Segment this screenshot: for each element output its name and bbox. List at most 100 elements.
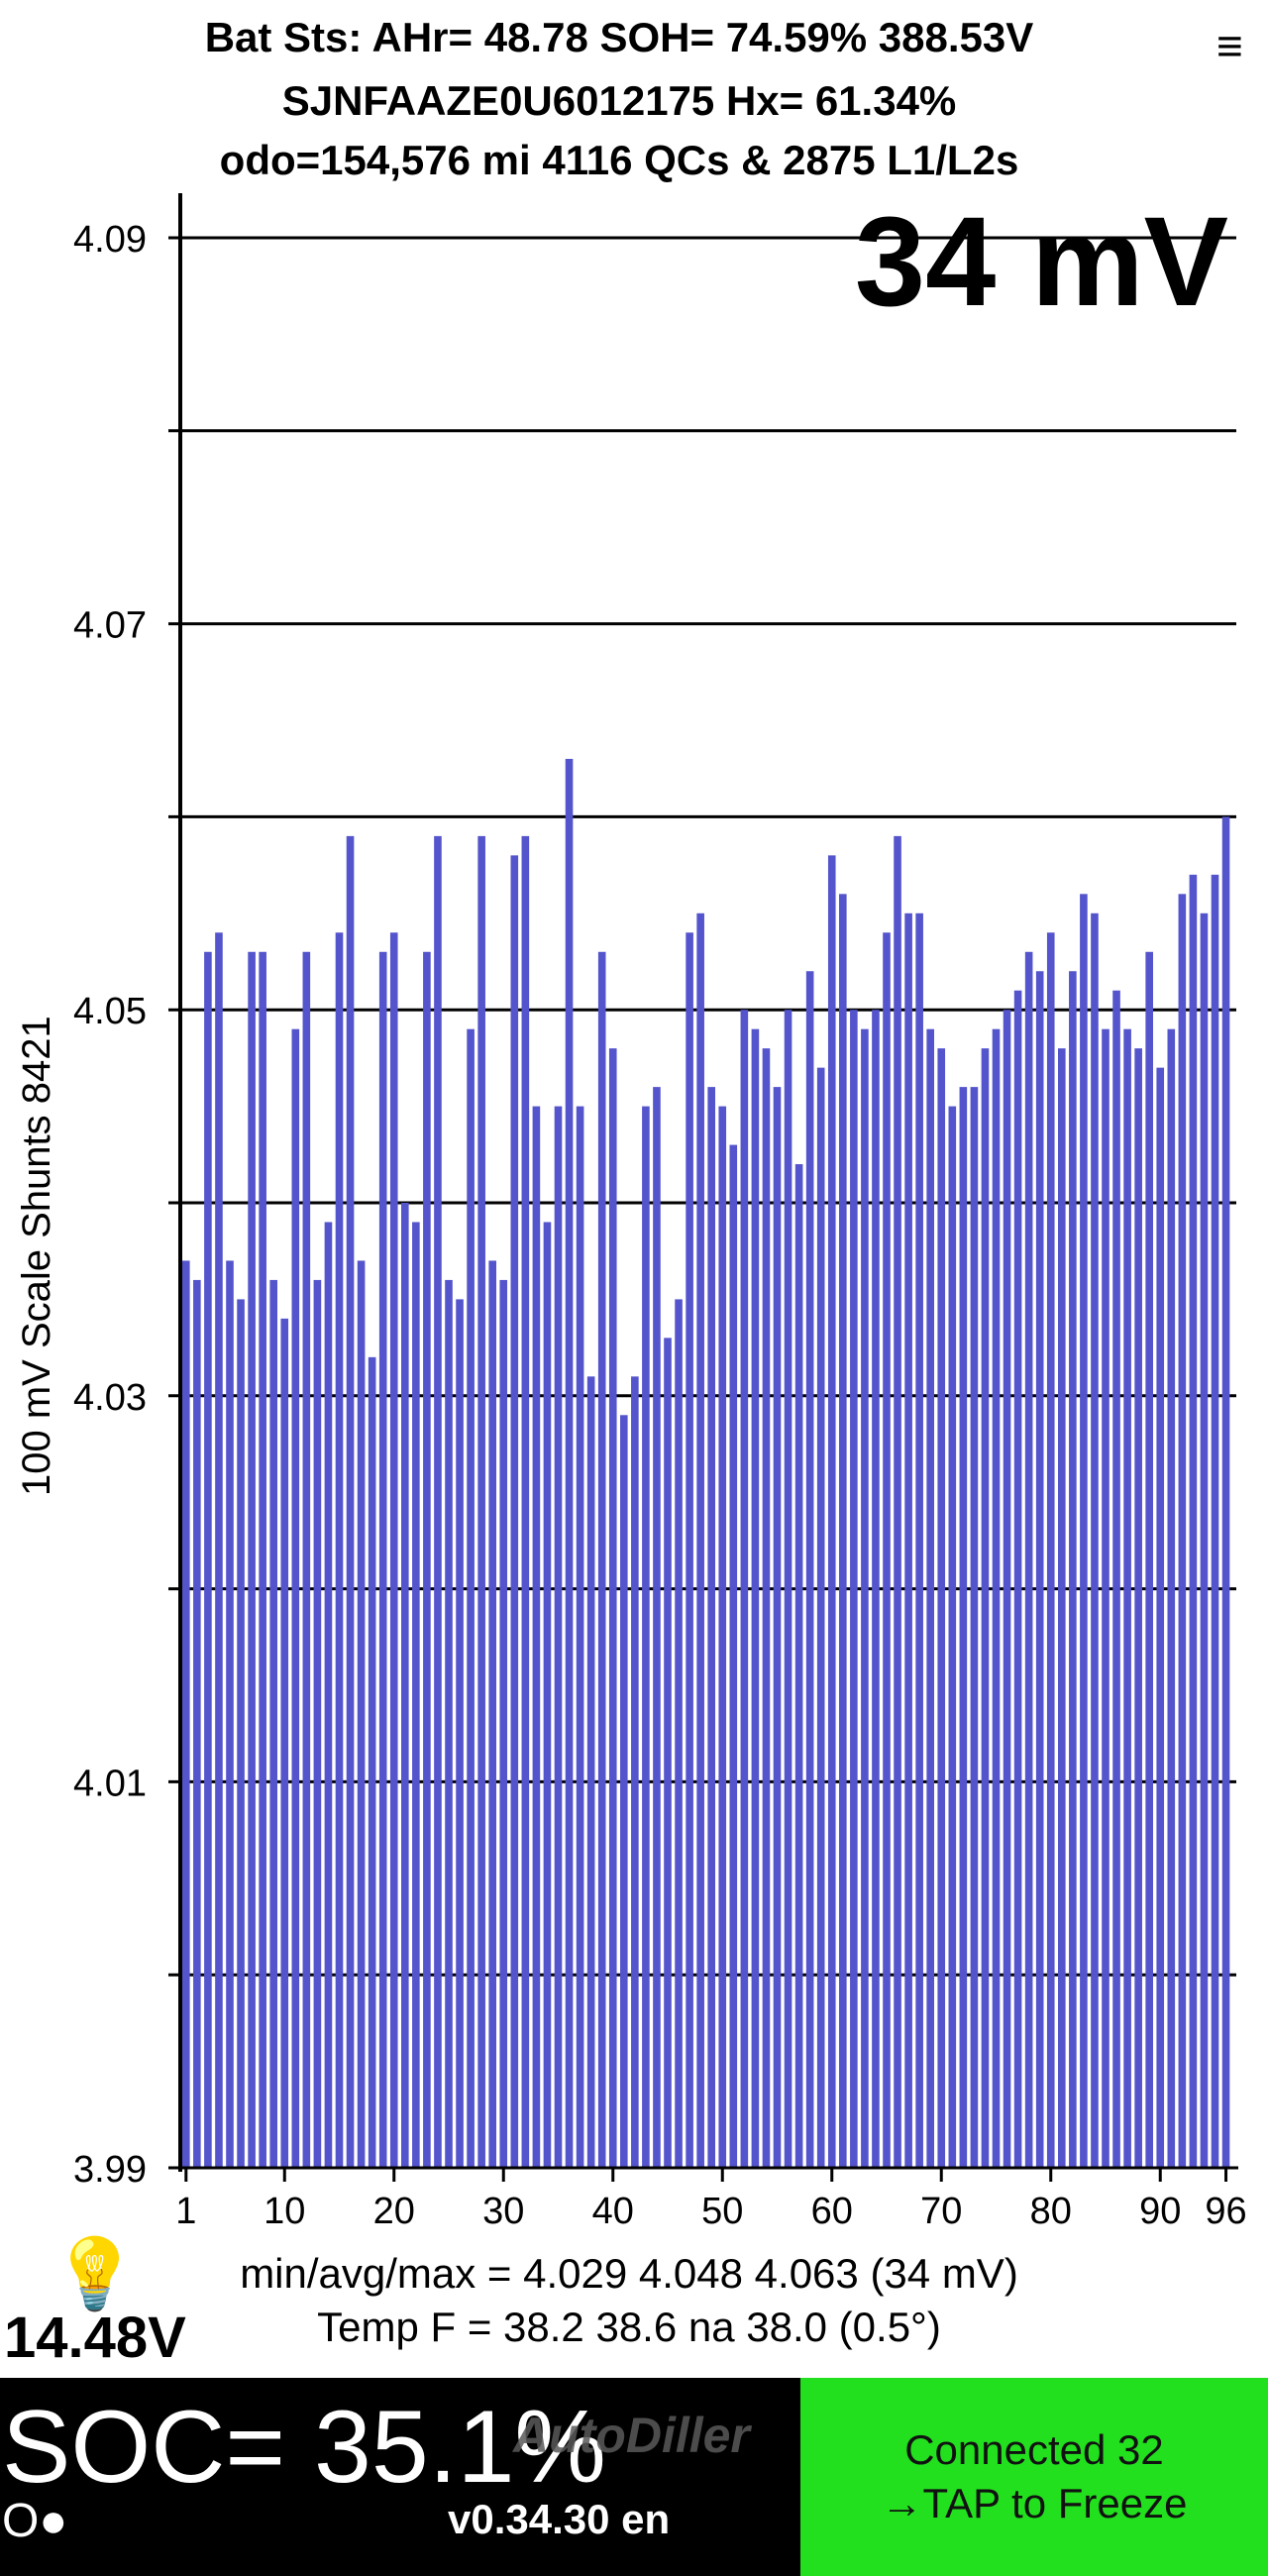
- odometer-charge-line: odo=154,576 mi 4116 QCs & 2875 L1/L2s: [219, 137, 1019, 183]
- bar: [861, 1028, 869, 2168]
- y-tick-label: 3.99: [73, 2149, 147, 2191]
- bar: [1221, 816, 1230, 2168]
- y-tick-label: 4.07: [73, 605, 147, 647]
- bar: [269, 1279, 277, 2168]
- y-tick-label: 4.01: [73, 1763, 147, 1804]
- chart-bars: [182, 758, 1230, 2169]
- bar: [608, 1048, 617, 2168]
- bar: [259, 951, 266, 2168]
- bar: [193, 1279, 201, 2168]
- bar: [597, 951, 606, 2168]
- bar: [883, 932, 891, 2168]
- bar: [532, 1106, 541, 2168]
- bar: [696, 912, 704, 2168]
- bar: [412, 1222, 420, 2168]
- connection-status: Connected 32: [904, 2426, 1164, 2473]
- bar: [631, 1376, 639, 2168]
- bar: [981, 1048, 990, 2168]
- menu-icon[interactable]: ≡: [1216, 20, 1243, 71]
- x-tick-label: 70: [920, 2191, 962, 2232]
- bar: [664, 1338, 672, 2168]
- bar: [1156, 1067, 1165, 2168]
- bar: [839, 894, 847, 2168]
- bar: [1058, 1048, 1066, 2168]
- bar: [467, 1028, 475, 2168]
- bar: [215, 932, 223, 2168]
- bar: [477, 835, 485, 2168]
- bar: [1112, 990, 1120, 2168]
- bar: [948, 1106, 957, 2168]
- bar: [346, 835, 355, 2168]
- bar: [740, 1010, 749, 2169]
- y-tick-label: 4.03: [73, 1377, 147, 1419]
- bar: [751, 1028, 760, 2168]
- lightbulb-icon[interactable]: 💡: [52, 2235, 139, 2312]
- bar: [389, 932, 398, 2168]
- bar: [226, 1260, 234, 2168]
- bar: [401, 1203, 409, 2168]
- bar: [937, 1048, 946, 2168]
- x-tick-label: 30: [482, 2191, 524, 2232]
- x-tick-label: 50: [701, 2191, 743, 2232]
- bar: [368, 1356, 376, 2168]
- bar: [1178, 894, 1187, 2168]
- vin-health-line: SJNFAAZE0U6012175 Hx= 61.34%: [281, 77, 957, 124]
- x-tick-label: 96: [1205, 2191, 1246, 2232]
- y-tick-label: 4.09: [73, 219, 147, 261]
- y-tick-label: 4.05: [73, 991, 147, 1032]
- bar: [1189, 874, 1198, 2168]
- min-avg-max-stats: min/avg/max = 4.029 4.048 4.063 (34 mV): [240, 2250, 1018, 2297]
- bar: [565, 758, 574, 2169]
- bar: [784, 1010, 792, 2169]
- tap-to-freeze-button[interactable]: Connected 32 →TAP to Freeze: [800, 2378, 1268, 2576]
- bar: [1123, 1028, 1131, 2168]
- bar: [1046, 932, 1055, 2168]
- bar: [707, 1087, 715, 2168]
- bar: [915, 912, 923, 2168]
- bar: [1211, 874, 1219, 2168]
- bar: [499, 1279, 508, 2168]
- bar: [237, 1299, 245, 2168]
- bar: [423, 951, 431, 2168]
- x-tick-label: 1: [175, 2191, 196, 2232]
- bar: [816, 1067, 825, 2168]
- bar: [805, 971, 814, 2168]
- bar: [850, 1010, 858, 2169]
- x-tick-label: 40: [592, 2191, 634, 2232]
- bar: [521, 835, 530, 2168]
- bar: [794, 1164, 803, 2168]
- freeze-instruction: →TAP to Freeze: [881, 2480, 1188, 2526]
- bar: [762, 1048, 771, 2168]
- bar: [827, 855, 836, 2168]
- bar: [586, 1376, 595, 2168]
- bar: [335, 932, 344, 2168]
- bar: [1091, 912, 1099, 2168]
- bar: [434, 835, 442, 2168]
- temperature-stats: Temp F = 38.2 38.6 na 38.0 (0.5°): [317, 2304, 941, 2350]
- x-tick-label: 90: [1139, 2191, 1181, 2232]
- bar: [1069, 971, 1077, 2168]
- bar: [894, 835, 901, 2168]
- bar: [182, 1260, 190, 2168]
- bar: [357, 1260, 366, 2168]
- bar: [1200, 912, 1209, 2168]
- chart-x-tick-labels: 1 10 20 30 40 50 60 70 80 90 96: [175, 2168, 1247, 2232]
- brand-watermark: AutoDiller: [513, 2408, 750, 2463]
- x-tick-label: 20: [373, 2191, 415, 2232]
- bar: [653, 1087, 661, 2168]
- bar: [324, 1222, 333, 2168]
- bar: [488, 1260, 496, 2168]
- cell-voltage-chart[interactable]: 4.09 4.07 4.05 4.03 4.01 3.99 1 10 20 30 40 50 60 70…: [0, 0, 1268, 2249]
- chart-y-tick-labels: 4.09 4.07 4.05 4.03 4.01 3.99: [73, 219, 147, 2191]
- bar: [642, 1106, 650, 2168]
- state-of-charge: SOC= 35.1%: [2, 2390, 606, 2505]
- voltage-spread-readout: 34 mV: [854, 191, 1228, 333]
- bar: [1102, 1028, 1110, 2168]
- bar: [1003, 1010, 1011, 2169]
- bar: [510, 855, 519, 2168]
- bar: [1035, 971, 1044, 2168]
- bar: [280, 1318, 289, 2168]
- bar: [1080, 894, 1088, 2168]
- bar: [926, 1028, 934, 2168]
- bar: [1134, 1048, 1142, 2168]
